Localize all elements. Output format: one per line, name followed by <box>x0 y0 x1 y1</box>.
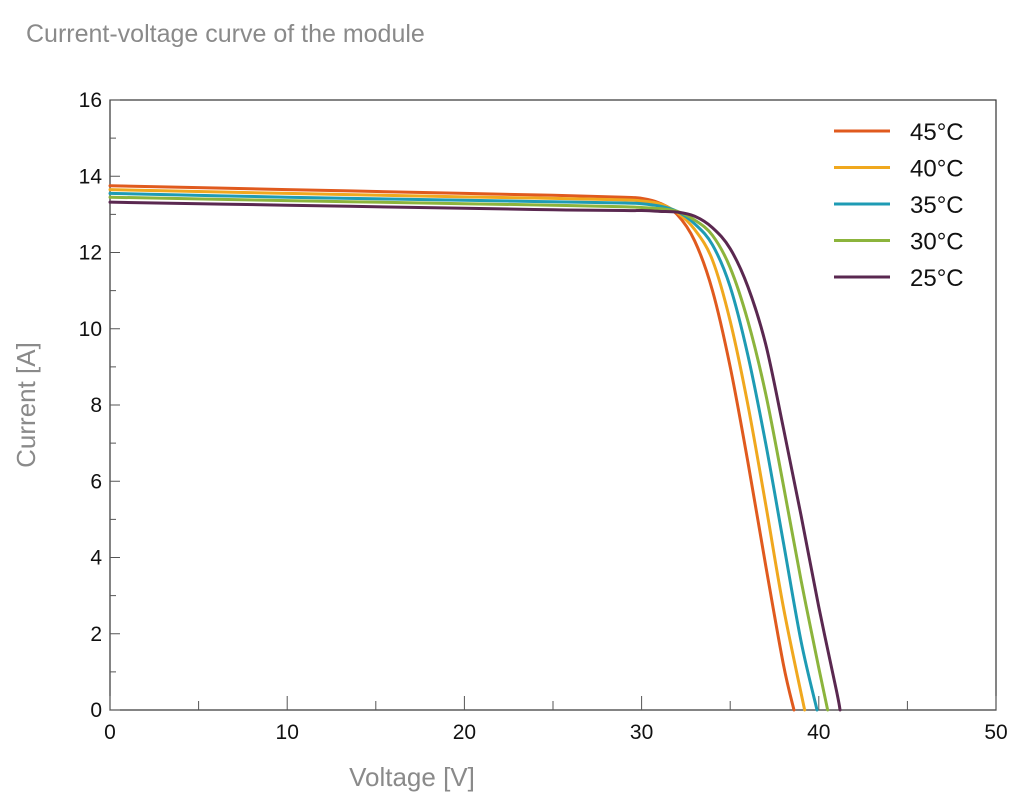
series-line-35c <box>108 191 819 712</box>
y-tick-label: 16 <box>79 89 102 112</box>
legend-label: 25°C <box>910 265 964 292</box>
legend-label: 35°C <box>910 192 964 219</box>
chart-title: Current-voltage curve of the module <box>26 20 425 48</box>
y-tick-label: 2 <box>90 623 102 646</box>
x-axis-title: Voltage [V] <box>349 762 475 792</box>
y-tick-label: 8 <box>90 394 102 417</box>
y-axis-title: Current [A] <box>11 342 41 468</box>
x-tick-label: 0 <box>104 721 116 744</box>
axis-ticks: 0 10 20 30 40 50 0 2 4 6 8 10 12 14 16 <box>79 89 1008 744</box>
x-tick-label: 20 <box>453 721 476 744</box>
series-line-40c <box>108 188 807 712</box>
series-lines <box>108 184 842 712</box>
y-tick-label: 10 <box>79 318 102 341</box>
legend-label: 40°C <box>910 156 964 183</box>
y-tick-label: 0 <box>90 699 102 722</box>
y-tick-label: 4 <box>90 547 102 570</box>
legend-label: 30°C <box>910 229 964 256</box>
series-line-30c <box>108 195 830 712</box>
x-tick-label: 50 <box>984 721 1007 744</box>
series-line-25c <box>108 200 842 712</box>
x-tick-label: 10 <box>276 721 299 744</box>
legend: 45°C 40°C 35°C 30°C 25°C <box>834 119 964 292</box>
y-tick-label: 14 <box>79 165 103 188</box>
y-tick-label: 6 <box>90 470 102 493</box>
x-tick-label: 40 <box>807 721 830 744</box>
x-tick-label: 30 <box>630 721 653 744</box>
y-tick-label: 12 <box>79 242 102 265</box>
legend-label: 45°C <box>910 119 964 146</box>
series-line-45c <box>108 184 796 712</box>
